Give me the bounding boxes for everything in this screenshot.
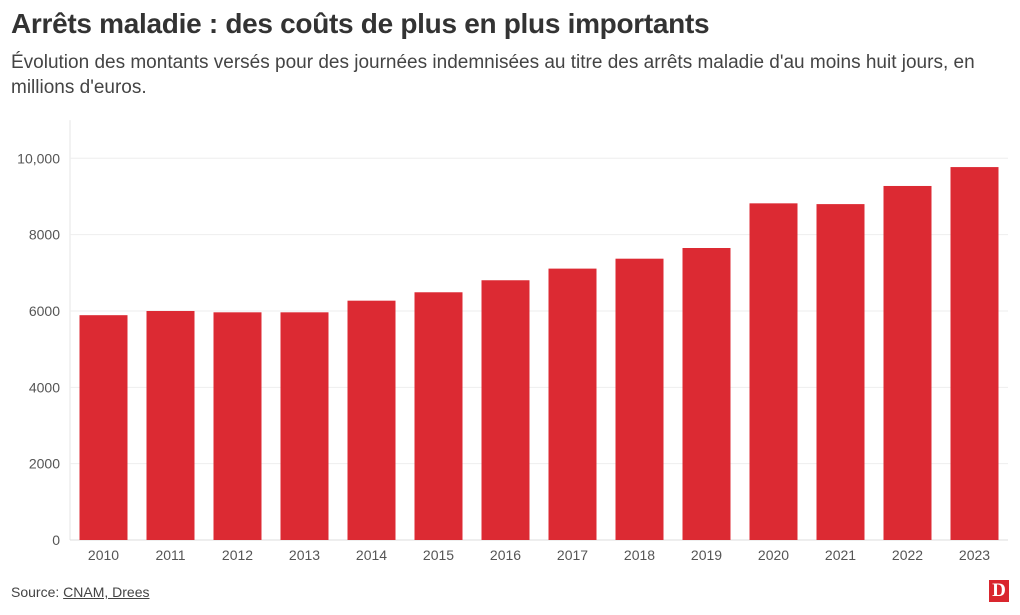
bar-2012 — [213, 312, 262, 540]
y-tick-label: 4000 — [29, 379, 60, 395]
x-tick-label: 2022 — [892, 547, 923, 563]
bar-2013 — [280, 312, 329, 540]
x-tick-label: 2020 — [758, 547, 789, 563]
bar-2017 — [548, 268, 597, 540]
bar-2016 — [481, 280, 530, 540]
source-note: Source: CNAM, Drees — [11, 584, 150, 600]
bar-2015 — [414, 292, 463, 540]
bar-2020 — [749, 203, 798, 540]
x-tick-label: 2018 — [624, 547, 655, 563]
x-tick-label: 2016 — [490, 547, 521, 563]
bar-2019 — [682, 247, 731, 540]
x-tick-label: 2011 — [155, 547, 185, 563]
source-label: Source: — [11, 584, 64, 600]
y-tick-label: 10,000 — [17, 150, 60, 166]
bar-2010 — [79, 315, 128, 540]
x-tick-label: 2013 — [289, 547, 320, 563]
bar-2011 — [146, 310, 195, 540]
x-tick-label: 2019 — [691, 547, 722, 563]
bar-2014 — [347, 300, 396, 540]
bar-2022 — [883, 185, 932, 540]
y-tick-label: 6000 — [29, 303, 60, 319]
x-tick-label: 2014 — [356, 547, 387, 563]
x-tick-label: 2021 — [825, 547, 856, 563]
chart-subtitle: Évolution des montants versés pour des j… — [11, 52, 975, 98]
chart-title: Arrêts maladie : des coûts de plus en pl… — [11, 8, 710, 39]
source-link[interactable]: CNAM, Drees — [63, 584, 150, 600]
bar-chart: 0 2000 4000 6000 8000 10,000 2010 2011 2012 2013 2… — [17, 120, 1008, 563]
x-tick-label: 2017 — [557, 547, 588, 563]
bar-2018 — [615, 258, 664, 540]
x-tick-label: 2023 — [959, 547, 990, 563]
bar-2021 — [816, 204, 865, 540]
bar-2023 — [950, 167, 999, 540]
y-tick-label: 2000 — [29, 456, 60, 472]
y-tick-label: 8000 — [29, 227, 60, 243]
x-tick-label: 2012 — [222, 547, 253, 563]
brand-logo: D — [989, 580, 1009, 602]
y-tick-label: 0 — [52, 532, 60, 548]
x-tick-label: 2010 — [88, 547, 119, 563]
x-tick-label: 2015 — [423, 547, 454, 563]
